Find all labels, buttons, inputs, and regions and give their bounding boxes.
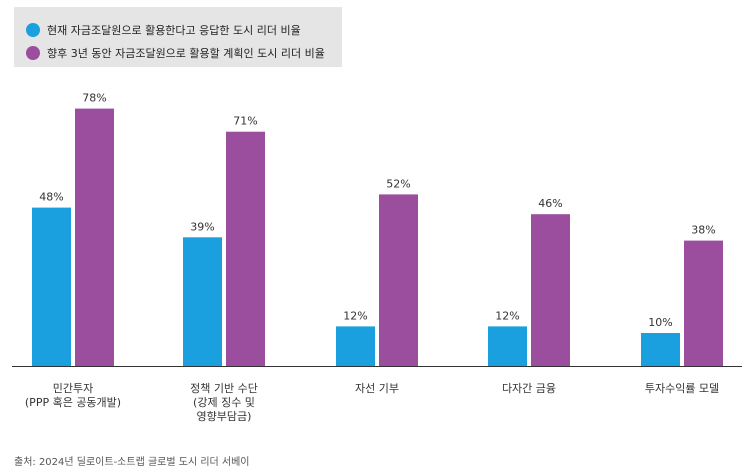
data-label: 38% <box>691 224 715 237</box>
bar-planned <box>75 108 114 366</box>
category-label: 민간투자 <box>53 382 93 395</box>
data-label: 46% <box>538 197 562 210</box>
legend-label-planned: 향후 3년 동안 자금조달원으로 활용할 계획인 도시 리더 비율 <box>47 47 325 60</box>
category-label: 다자간 금융 <box>502 382 556 395</box>
data-label: 12% <box>343 309 367 322</box>
data-label: 10% <box>648 316 672 329</box>
category-label: (강제 징수 및 <box>193 396 255 409</box>
bar-current <box>336 326 375 366</box>
data-label: 12% <box>495 309 519 322</box>
bar-planned <box>531 214 570 366</box>
category-label: (PPP 혹은 공동개발) <box>25 395 121 409</box>
data-label: 39% <box>190 220 214 233</box>
legend-swatch-current <box>26 23 40 37</box>
data-label: 52% <box>386 177 410 190</box>
bar-planned <box>226 131 265 366</box>
data-label: 71% <box>233 115 257 128</box>
data-label: 48% <box>39 191 63 204</box>
legend-item-current: 현재 자금조달원으로 활용한다고 응답한 도시 리더 비율 <box>26 21 301 39</box>
data-label: 78% <box>82 92 106 105</box>
legend-swatch-planned <box>26 46 40 60</box>
category-label: 투자수익률 모델 <box>645 382 719 395</box>
bar-current <box>183 237 222 366</box>
bar-current <box>32 207 71 366</box>
source-note: 출처: 2024년 딜로이트-소트랩 글로벌 도시 리더 서베이 <box>14 457 250 468</box>
category-label: 영향부담금) <box>197 410 252 423</box>
category-label: 정책 기반 수단 <box>190 382 258 395</box>
legend-item-planned: 향후 3년 동안 자금조달원으로 활용할 계획인 도시 리더 비율 <box>26 44 325 62</box>
legend: 현재 자금조달원으로 활용한다고 응답한 도시 리더 비율 향후 3년 동안 자… <box>14 7 342 67</box>
bar-planned <box>684 240 723 366</box>
category-label: 자선 기부 <box>355 382 399 395</box>
bar-planned <box>379 194 418 366</box>
bar-current <box>641 333 680 366</box>
bar-current <box>488 326 527 366</box>
legend-label-current: 현재 자금조달원으로 활용한다고 응답한 도시 리더 비율 <box>47 24 301 37</box>
